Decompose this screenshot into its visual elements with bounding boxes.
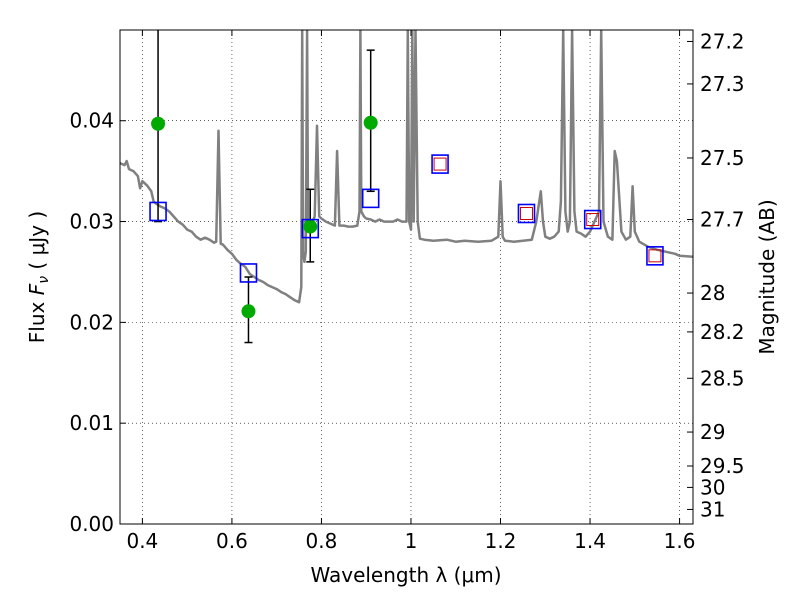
mag-tick-label: 28 <box>700 281 725 305</box>
mag-tick-label: 27.7 <box>700 208 745 232</box>
x-axis-label: Wavelength λ (μm) <box>310 563 501 587</box>
model-flux-marker <box>517 203 536 224</box>
x-tick-label: 1.6 <box>664 529 696 553</box>
mag-tick-label: 31 <box>700 497 725 521</box>
model-flux-marker <box>431 154 449 174</box>
observed-flux-point <box>363 115 378 130</box>
x-tick-label: 1.2 <box>485 529 517 553</box>
x-tick-label: 0.6 <box>216 529 248 553</box>
model-spectrum-line <box>120 30 693 304</box>
model-flux-marker <box>149 201 167 222</box>
prediction-flux-marker <box>648 249 662 263</box>
x-tick-label: 1 <box>405 529 418 553</box>
y-tick-label: 0.03 <box>69 210 114 234</box>
mag-tick-label: 29.5 <box>700 454 745 478</box>
mag-tick-label: 27.3 <box>700 72 745 96</box>
y2-axis-label: Magnitude (AB) <box>755 199 779 354</box>
x-tick-label: 1.4 <box>574 529 606 553</box>
model-flux-marker <box>301 218 320 239</box>
plot-frame <box>119 29 694 525</box>
mag-tick-label: 30 <box>700 475 725 499</box>
mag-tick-label: 27.2 <box>700 29 745 53</box>
x-tick-label: 0.8 <box>306 529 338 553</box>
x-axis: 0.4 0.6 0.8 1 1.2 1.4 1.6 <box>126 30 695 553</box>
model-flux-marker <box>361 188 380 209</box>
y-axis-left: 0.00 0.01 0.02 0.03 0.04 <box>69 109 126 536</box>
observed-flux-point <box>303 219 318 234</box>
observed-flux-point <box>151 116 166 131</box>
plot-area <box>120 30 693 344</box>
y-tick-label: 0.00 <box>69 512 114 536</box>
model-flux-marker <box>646 246 664 266</box>
prediction-flux-marker <box>519 206 533 220</box>
prediction-flux-marker <box>586 213 600 227</box>
y-axis-label: Flux Fν ( μJy ) <box>25 211 52 343</box>
observed-flux-point <box>241 304 256 319</box>
x-tick-label: 0.4 <box>126 529 158 553</box>
model-flux-marker <box>583 209 602 230</box>
y-tick-label: 0.04 <box>69 109 114 133</box>
prediction-flux-marker <box>433 157 447 171</box>
series-layer <box>120 30 693 304</box>
y-tick-label: 0.02 <box>69 310 114 334</box>
mag-tick-label: 27.5 <box>700 146 745 170</box>
mag-tick-label: 28.2 <box>700 320 745 344</box>
y-tick-label: 0.01 <box>69 411 114 435</box>
marker-layer <box>149 30 664 344</box>
mag-tick-label: 29 <box>700 420 725 444</box>
model-flux-marker <box>239 263 258 283</box>
mag-tick-label: 28.5 <box>700 366 745 390</box>
